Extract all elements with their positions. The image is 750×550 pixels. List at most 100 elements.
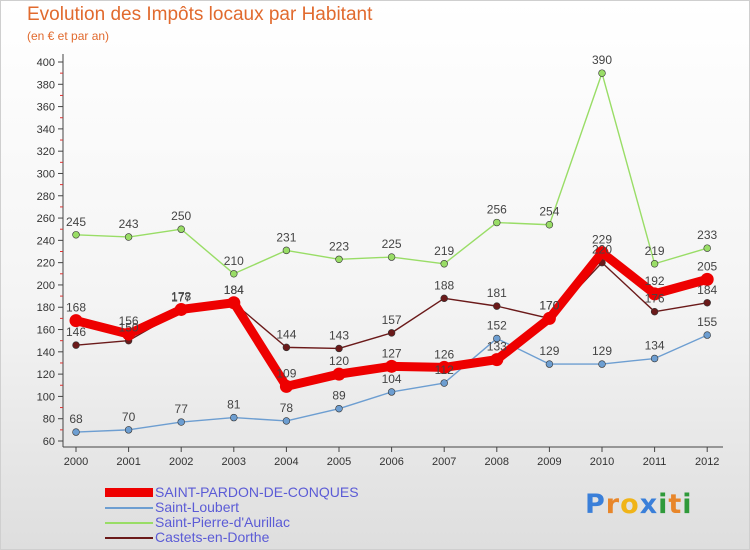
- data-point: [650, 354, 659, 363]
- x-tick-label: 2001: [116, 456, 140, 468]
- series-1: [72, 331, 711, 436]
- y-tick-label: 80: [43, 414, 55, 426]
- data-label: 178: [171, 289, 191, 303]
- data-point: [124, 426, 133, 434]
- legend-label: Castets-en-Dorthe: [155, 529, 270, 545]
- data-point: [700, 272, 714, 286]
- data-point: [437, 360, 451, 374]
- x-tick-label: 2010: [590, 456, 614, 468]
- legend-label: Saint-Pierre-d'Aurillac: [155, 514, 290, 530]
- data-point: [282, 246, 291, 255]
- data-point: [279, 379, 293, 393]
- data-label: 104: [382, 372, 402, 386]
- data-label: 231: [276, 230, 296, 244]
- data-point: [72, 341, 80, 349]
- data-label: 188: [434, 278, 454, 292]
- data-point: [230, 270, 238, 278]
- data-label: 120: [329, 354, 349, 368]
- data-point: [177, 418, 185, 426]
- data-label: 177: [171, 291, 191, 305]
- y-tick-label: 280: [37, 191, 55, 203]
- data-label: 256: [487, 203, 507, 217]
- data-point: [595, 246, 609, 260]
- data-label: 254: [539, 205, 559, 219]
- data-label: 184: [224, 283, 244, 297]
- data-point: [598, 360, 606, 368]
- chart-subtitle: (en € et par an): [27, 29, 110, 43]
- data-label: 168: [66, 301, 86, 315]
- y-tick-label: 220: [37, 258, 55, 270]
- data-label: 233: [697, 228, 717, 242]
- data-label: 89: [332, 389, 346, 403]
- y-tick-label: 120: [37, 369, 55, 381]
- x-tick-label: 2002: [169, 456, 193, 468]
- y-tick-label: 300: [37, 168, 55, 180]
- x-tick-label: 2004: [274, 456, 298, 468]
- data-point: [332, 367, 346, 381]
- data-label: 210: [224, 254, 244, 268]
- logo-letter: P: [585, 489, 606, 520]
- data-point: [598, 69, 606, 77]
- x-tick-label: 2006: [379, 456, 403, 468]
- data-label: 156: [119, 314, 139, 328]
- data-point: [493, 218, 501, 227]
- data-point: [493, 334, 501, 343]
- legend-swatch: [105, 522, 153, 524]
- data-point: [230, 413, 238, 422]
- data-point: [440, 294, 448, 303]
- x-tick-label: 2003: [222, 456, 246, 468]
- proxiti-logo: Proxiti: [585, 489, 693, 520]
- data-label: 155: [697, 315, 717, 329]
- x-tick-label: 2000: [64, 456, 88, 468]
- y-tick-label: 160: [37, 325, 55, 337]
- x-tick-label: 2008: [485, 456, 509, 468]
- data-point: [387, 329, 396, 337]
- y-tick-label: 60: [43, 436, 55, 448]
- data-label: 184: [224, 283, 244, 297]
- data-label: 205: [697, 259, 717, 273]
- data-label: 152: [487, 318, 507, 332]
- y-tick-label: 400: [37, 57, 55, 69]
- x-tick-label: 2009: [537, 456, 561, 468]
- data-label: 157: [382, 313, 402, 327]
- line-chart: 60 80 100 120 140 160 180 200 220 240 260 280 300 320…: [37, 53, 723, 468]
- data-label: 220: [592, 243, 612, 257]
- data-label: 127: [382, 346, 402, 360]
- data-point: [440, 379, 448, 387]
- data-point: [177, 225, 185, 233]
- logo-letter: t: [668, 489, 683, 520]
- x-tick-label: 2007: [432, 456, 456, 468]
- data-point: [335, 344, 343, 353]
- data-point: [542, 311, 556, 325]
- data-label: 146: [66, 325, 86, 339]
- legend-swatch: [105, 537, 153, 539]
- data-point: [703, 244, 711, 252]
- data-point: [703, 299, 711, 307]
- data-label: 109: [276, 366, 296, 380]
- data-label: 219: [434, 244, 454, 258]
- series-2: [72, 69, 711, 278]
- data-point: [124, 233, 133, 241]
- data-point: [227, 296, 241, 310]
- data-label: 133: [487, 340, 507, 354]
- data-label: 143: [329, 328, 349, 342]
- x-tick-label: 2005: [327, 456, 351, 468]
- y-tick-label: 320: [37, 146, 55, 158]
- data-point: [703, 331, 711, 339]
- data-label: 81: [227, 398, 241, 412]
- data-label: 192: [645, 274, 665, 288]
- y-tick-label: 200: [37, 280, 55, 292]
- y-tick-label: 260: [37, 213, 55, 225]
- logo-letter: i: [682, 489, 693, 520]
- data-label: 250: [171, 209, 191, 223]
- series-3: [72, 258, 711, 353]
- legend-label: SAINT-PARDON-DE-CONQUES: [155, 484, 359, 500]
- logo-letter: i: [658, 489, 669, 520]
- legend-label: Saint-Loubert: [155, 499, 240, 515]
- series-0: [69, 246, 714, 393]
- x-tick-label: 2012: [695, 456, 719, 468]
- y-tick-label: 180: [37, 302, 55, 314]
- data-label: 219: [645, 244, 665, 258]
- chart-title: Evolution des Impôts locaux par Habitant: [27, 4, 373, 25]
- data-label: 68: [69, 412, 83, 426]
